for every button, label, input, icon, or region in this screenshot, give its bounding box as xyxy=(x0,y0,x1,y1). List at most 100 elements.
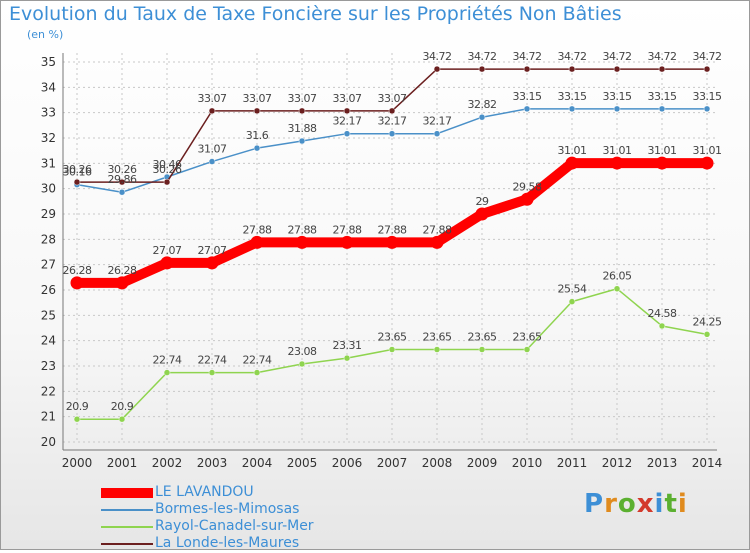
data-label: 33.07 xyxy=(243,92,272,105)
data-point xyxy=(253,107,261,115)
data-point xyxy=(388,130,396,137)
data-label: 31.01 xyxy=(558,144,587,157)
data-label: 29.86 xyxy=(108,173,137,186)
x-tick-label: 2008 xyxy=(422,456,453,470)
x-tick-label: 2001 xyxy=(107,456,138,470)
data-point xyxy=(163,369,171,376)
unit-label: (en %) xyxy=(27,28,64,41)
y-tick-label: 29 xyxy=(41,207,56,221)
data-point xyxy=(565,156,579,170)
data-label: 27.07 xyxy=(153,244,182,257)
data-label: 25.54 xyxy=(558,283,587,296)
data-point xyxy=(658,322,666,330)
data-label: 23.65 xyxy=(468,331,497,344)
data-label: 30.26 xyxy=(153,163,182,176)
data-point xyxy=(658,105,666,113)
data-point xyxy=(523,346,531,353)
data-label: 31.01 xyxy=(693,144,722,157)
data-point xyxy=(433,65,441,73)
logo-letter: r xyxy=(604,489,618,519)
data-point xyxy=(433,346,441,353)
data-label: 32.17 xyxy=(333,115,362,128)
data-label: 23.65 xyxy=(378,331,407,344)
data-label: 34.72 xyxy=(648,50,677,63)
y-tick-label: 24 xyxy=(41,334,56,348)
data-label: 29 xyxy=(476,195,489,208)
x-tick-label: 2009 xyxy=(467,456,498,470)
data-point xyxy=(73,415,81,423)
data-point xyxy=(118,178,126,186)
data-label: 27.88 xyxy=(423,223,452,236)
data-label: 33.07 xyxy=(333,92,362,105)
data-point xyxy=(478,346,486,353)
data-point xyxy=(700,156,714,170)
y-tick-label: 31 xyxy=(41,156,56,170)
data-point xyxy=(250,235,264,249)
data-point xyxy=(430,235,444,249)
data-point xyxy=(70,276,84,290)
logo-letter: t xyxy=(664,489,678,519)
data-label: 32.82 xyxy=(468,98,497,111)
x-tick-label: 2011 xyxy=(557,456,588,470)
data-label: 22.74 xyxy=(198,354,227,367)
logo-letter: i xyxy=(677,489,688,519)
data-point xyxy=(613,105,621,113)
data-label: 33.15 xyxy=(513,90,542,103)
legend-swatch xyxy=(101,526,153,528)
y-tick-label: 22 xyxy=(41,384,56,398)
y-tick-label: 23 xyxy=(41,359,56,373)
data-point xyxy=(295,235,309,249)
data-point xyxy=(160,256,174,270)
data-point xyxy=(568,298,576,305)
data-label: 30.26 xyxy=(108,163,137,176)
data-label: 27.07 xyxy=(198,244,227,257)
data-point xyxy=(658,65,666,73)
data-label: 22.74 xyxy=(243,354,272,367)
y-tick-label: 26 xyxy=(41,283,56,297)
data-label: 32.17 xyxy=(378,115,407,128)
data-label: 32.17 xyxy=(423,115,452,128)
data-label: 33.07 xyxy=(288,92,317,105)
data-label: 26.28 xyxy=(63,264,92,277)
data-point xyxy=(208,158,216,165)
data-point xyxy=(253,144,261,152)
data-point xyxy=(655,156,669,170)
data-label: 23.31 xyxy=(333,339,362,352)
data-label: 27.88 xyxy=(243,223,272,236)
data-label: 24.58 xyxy=(648,307,677,320)
data-point xyxy=(703,65,711,73)
legend-swatch xyxy=(101,543,153,545)
data-label: 27.88 xyxy=(333,223,362,236)
data-label: 27.88 xyxy=(378,223,407,236)
data-label: 24.25 xyxy=(693,315,722,328)
y-tick-label: 25 xyxy=(41,308,56,322)
axes: 20 21 22 23 24 25 26 27 28 29 30 31 32 33 34 35 2000 2001… xyxy=(41,53,722,470)
data-point xyxy=(703,105,711,113)
data-label: 34.72 xyxy=(513,50,542,63)
data-point xyxy=(613,285,621,292)
data-label: 31.88 xyxy=(288,122,317,135)
data-label: 31.6 xyxy=(246,129,269,142)
data-point xyxy=(115,276,129,290)
data-label: 33.15 xyxy=(558,90,587,103)
data-point xyxy=(388,107,396,115)
x-tick-label: 2002 xyxy=(152,456,183,470)
x-tick-label: 2013 xyxy=(647,456,678,470)
data-label: 26.05 xyxy=(603,270,632,283)
proxiti-logo: Proxiti xyxy=(584,489,688,519)
data-point xyxy=(340,235,354,249)
logo-letter: x xyxy=(636,489,655,519)
data-label: 34.72 xyxy=(693,50,722,63)
logo-letter: i xyxy=(654,489,665,519)
y-tick-label: 30 xyxy=(41,182,56,196)
data-label: 34.72 xyxy=(603,50,632,63)
data-label: 20.9 xyxy=(66,400,89,413)
data-point xyxy=(610,156,624,170)
data-label: 22.74 xyxy=(153,354,182,367)
data-point xyxy=(298,360,306,368)
data-label: 33.15 xyxy=(693,90,722,103)
data-point xyxy=(343,107,351,115)
logo-letter: o xyxy=(617,489,637,519)
data-point xyxy=(523,65,531,73)
